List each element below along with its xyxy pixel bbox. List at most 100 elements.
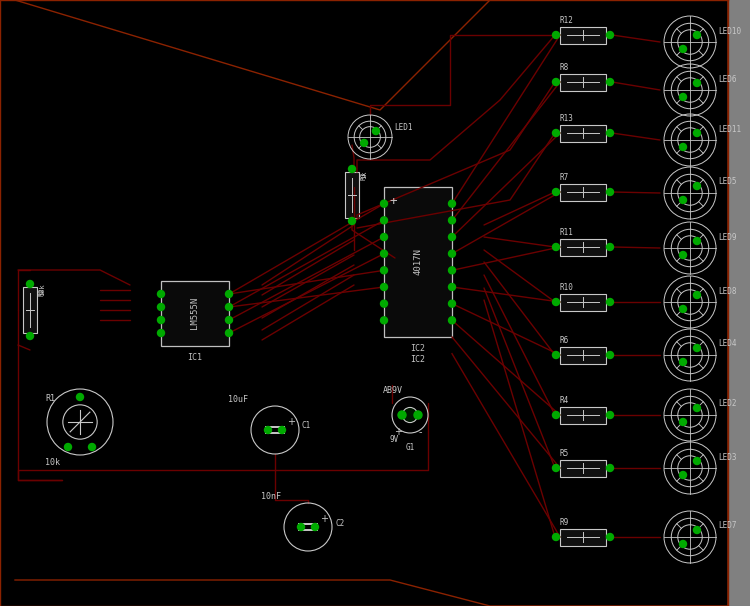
Text: IC2: IC2 <box>410 355 425 364</box>
Circle shape <box>380 233 388 241</box>
Circle shape <box>694 130 700 136</box>
Circle shape <box>226 330 232 336</box>
Circle shape <box>694 32 700 39</box>
Text: G1: G1 <box>405 443 415 452</box>
Text: +: + <box>394 427 402 437</box>
Text: LED8: LED8 <box>718 287 736 296</box>
Text: LED10: LED10 <box>718 27 741 36</box>
Circle shape <box>380 300 388 307</box>
Circle shape <box>694 238 700 244</box>
Circle shape <box>380 267 388 274</box>
Circle shape <box>553 32 560 39</box>
Text: LED7: LED7 <box>718 522 736 530</box>
Text: R1: R1 <box>45 394 55 403</box>
Bar <box>560 294 606 311</box>
Circle shape <box>380 284 388 290</box>
Circle shape <box>694 405 700 411</box>
Text: IC2: IC2 <box>410 344 425 353</box>
Text: R11: R11 <box>560 228 574 237</box>
Text: R3: R3 <box>361 172 367 181</box>
Circle shape <box>311 524 319 530</box>
Circle shape <box>607 465 613 471</box>
Text: LM555N: LM555N <box>190 297 200 329</box>
Circle shape <box>158 330 164 336</box>
Bar <box>23 287 37 333</box>
Text: LED1: LED1 <box>394 124 412 133</box>
Circle shape <box>76 393 83 401</box>
Circle shape <box>607 79 613 85</box>
Circle shape <box>680 144 686 150</box>
Circle shape <box>694 182 700 190</box>
Circle shape <box>278 427 286 433</box>
Circle shape <box>694 527 700 533</box>
Text: R12: R12 <box>560 16 574 25</box>
Circle shape <box>607 32 613 39</box>
Circle shape <box>380 200 388 207</box>
Circle shape <box>607 244 613 250</box>
Circle shape <box>64 444 71 450</box>
Text: R7: R7 <box>560 173 569 182</box>
Circle shape <box>448 267 455 274</box>
Circle shape <box>553 188 560 196</box>
Circle shape <box>553 351 560 359</box>
Circle shape <box>553 465 560 471</box>
Text: -: - <box>419 427 422 437</box>
Text: R2: R2 <box>39 287 45 296</box>
Text: IC1: IC1 <box>188 353 202 362</box>
Circle shape <box>398 411 406 419</box>
Circle shape <box>607 351 613 359</box>
Bar <box>560 27 606 44</box>
Circle shape <box>448 200 455 207</box>
Circle shape <box>448 284 455 290</box>
Circle shape <box>680 305 686 313</box>
Text: LED2: LED2 <box>718 399 736 408</box>
Circle shape <box>553 79 560 85</box>
Text: 10k: 10k <box>45 458 60 467</box>
Circle shape <box>414 411 422 419</box>
Circle shape <box>694 345 700 351</box>
Circle shape <box>158 316 164 324</box>
Circle shape <box>680 93 686 101</box>
Circle shape <box>680 196 686 204</box>
Bar <box>560 184 606 201</box>
Bar <box>560 125 606 142</box>
Circle shape <box>88 444 95 450</box>
Circle shape <box>298 524 304 530</box>
Circle shape <box>373 128 380 135</box>
Text: 10k: 10k <box>39 284 45 296</box>
Circle shape <box>680 471 686 479</box>
Bar <box>728 0 750 606</box>
Text: LED4: LED4 <box>718 339 736 348</box>
Circle shape <box>158 290 164 298</box>
Text: R8: R8 <box>560 63 569 72</box>
Circle shape <box>226 316 232 324</box>
Bar <box>560 460 606 477</box>
Circle shape <box>26 281 34 287</box>
Text: +: + <box>320 514 328 524</box>
Circle shape <box>380 250 388 257</box>
Text: R9: R9 <box>560 518 569 527</box>
Text: 9V: 9V <box>390 435 399 444</box>
Bar <box>560 74 606 91</box>
Circle shape <box>680 359 686 365</box>
Text: 10nF: 10nF <box>261 492 281 501</box>
Text: AB9V: AB9V <box>383 386 403 395</box>
Circle shape <box>553 299 560 305</box>
Text: LED3: LED3 <box>718 453 736 462</box>
Text: LED5: LED5 <box>718 178 736 187</box>
Text: LED9: LED9 <box>718 233 736 242</box>
Circle shape <box>553 244 560 250</box>
Text: 4017N: 4017N <box>413 248 422 276</box>
Text: R6: R6 <box>560 336 569 345</box>
Circle shape <box>349 165 355 173</box>
Text: +: + <box>287 417 295 427</box>
Circle shape <box>553 130 560 136</box>
Circle shape <box>226 290 232 298</box>
Text: 1k: 1k <box>361 171 367 179</box>
Circle shape <box>158 304 164 310</box>
Circle shape <box>694 458 700 465</box>
Text: R5: R5 <box>560 449 569 458</box>
Circle shape <box>448 300 455 307</box>
Text: C2: C2 <box>335 519 344 527</box>
Text: LED6: LED6 <box>718 75 736 84</box>
